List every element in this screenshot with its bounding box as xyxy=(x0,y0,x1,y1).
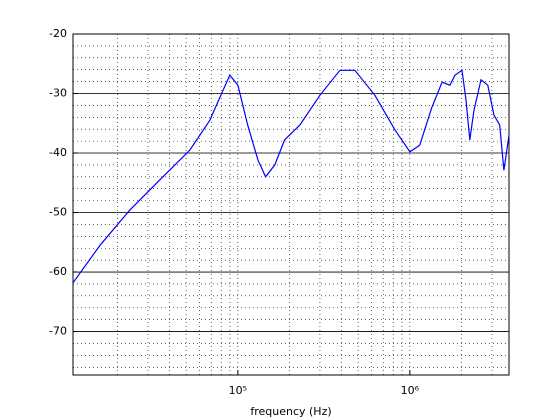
y-tick-label: -70 xyxy=(49,325,67,338)
y-tick-label: -50 xyxy=(49,206,67,219)
data-line xyxy=(72,69,510,284)
y-tick-label: -40 xyxy=(49,146,67,159)
x-tick-label: 10⁵ xyxy=(229,384,247,397)
y-tick-label: -20 xyxy=(49,27,67,40)
y-tick-label: -30 xyxy=(49,87,67,100)
x-tick-label: 10⁶ xyxy=(401,384,420,397)
x-axis-label: frequency (Hz) xyxy=(250,405,331,418)
plot-area xyxy=(73,34,509,375)
axes-box xyxy=(72,33,510,376)
y-tick-label: -60 xyxy=(49,265,67,278)
